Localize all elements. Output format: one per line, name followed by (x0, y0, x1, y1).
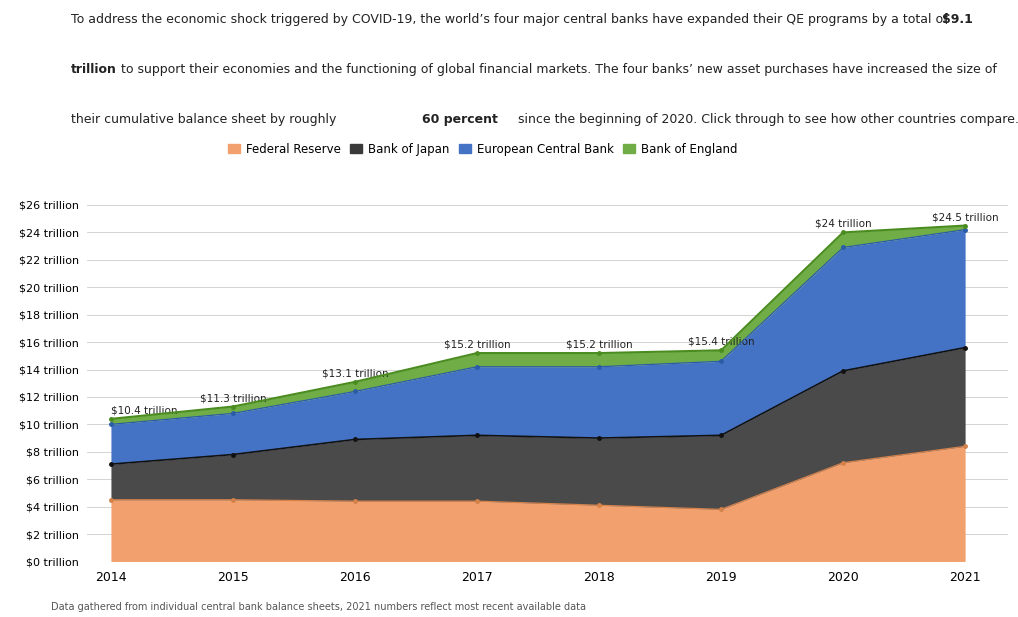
Text: since the beginning of 2020. Click through to see how other countries compare.: since the beginning of 2020. Click throu… (514, 114, 1018, 126)
Text: $15.4 trillion: $15.4 trillion (688, 337, 754, 347)
Text: $15.2 trillion: $15.2 trillion (566, 339, 632, 350)
Text: $15.2 trillion: $15.2 trillion (444, 339, 510, 350)
Text: $24 trillion: $24 trillion (814, 219, 871, 229)
Text: 60 percent: 60 percent (422, 114, 499, 126)
Text: $10.4 trillion: $10.4 trillion (111, 405, 177, 415)
Text: $9.1: $9.1 (942, 14, 972, 27)
Text: their cumulative balance sheet by roughly: their cumulative balance sheet by roughl… (71, 114, 341, 126)
Legend: Federal Reserve, Bank of Japan, European Central Bank, Bank of England: Federal Reserve, Bank of Japan, European… (224, 138, 742, 160)
Text: To address the economic shock triggered by COVID-19, the world’s four major cent: To address the economic shock triggered … (71, 14, 952, 27)
Text: Data gathered from individual central bank balance sheets, 2021 numbers reflect : Data gathered from individual central ba… (51, 602, 586, 612)
Text: trillion: trillion (71, 64, 117, 77)
Text: $24.5 trillion: $24.5 trillion (931, 212, 999, 222)
Text: to support their economies and the functioning of global financial markets. The : to support their economies and the funct… (117, 64, 997, 77)
Text: $13.1 trillion: $13.1 trillion (322, 368, 388, 378)
Text: $11.3 trillion: $11.3 trillion (200, 393, 267, 403)
